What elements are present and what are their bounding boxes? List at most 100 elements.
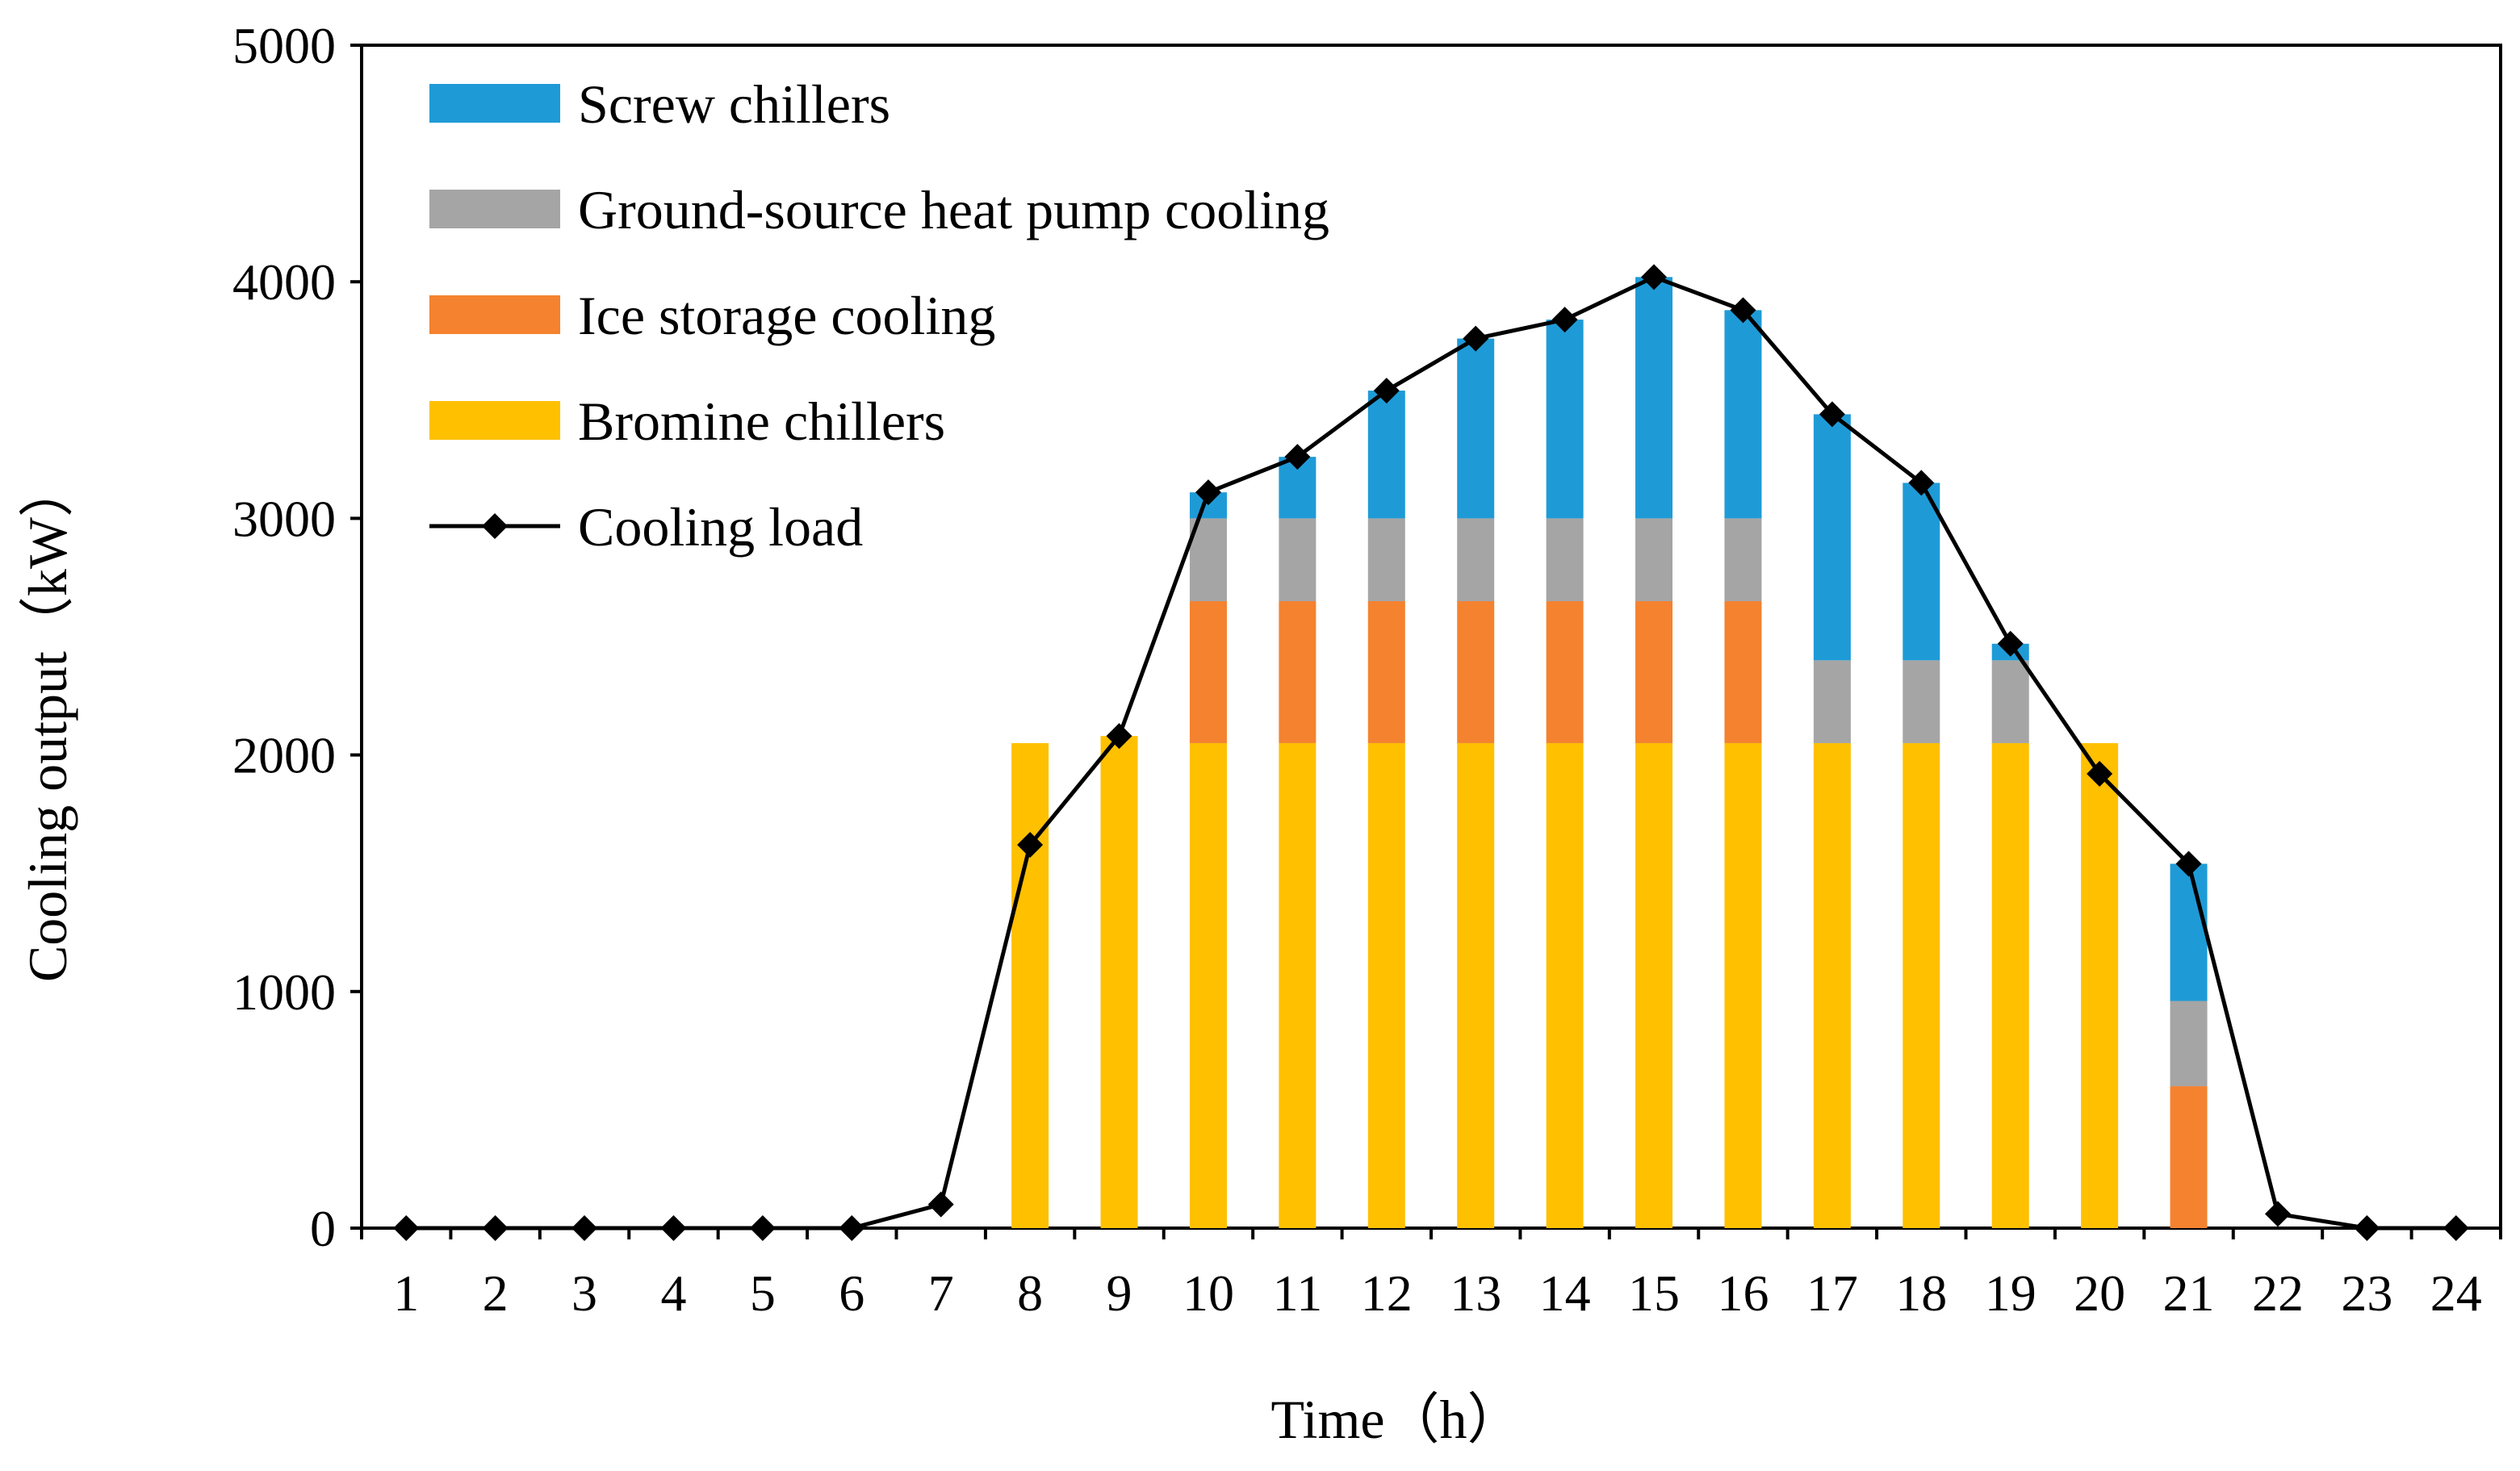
bar-segment-ice-storage-cooling-14 <box>1546 601 1584 743</box>
bar-layer <box>1011 277 2208 1228</box>
chart-legend: Screw chillers Ground-source heat pump co… <box>429 73 1329 558</box>
cooling-load-point-17 <box>1819 401 1845 428</box>
x-tick-label-8: 8 <box>1017 1264 1043 1322</box>
legend-label-cooling-load: Cooling load <box>578 496 863 558</box>
bar-segment-screw-chillers-17 <box>1813 414 1851 661</box>
bar-segment-bromine-chillers-16 <box>1724 742 1762 1228</box>
x-tick-label-10: 10 <box>1183 1264 1234 1322</box>
x-tick-label-20: 20 <box>2074 1264 2125 1322</box>
bar-segment-bromine-chillers-10 <box>1189 742 1227 1228</box>
x-tick-label-11: 11 <box>1273 1264 1323 1322</box>
cooling-load-point-20 <box>2087 761 2113 788</box>
cooling-load-point-16 <box>1730 297 1756 324</box>
cooling-load-point-15 <box>1641 264 1668 290</box>
x-tick-label-17: 17 <box>1806 1264 1858 1322</box>
cooling-load-line-layer <box>393 264 2469 1241</box>
bar-segment-bromine-chillers-17 <box>1813 742 1851 1228</box>
bar-segment-ice-storage-cooling-11 <box>1279 601 1317 743</box>
x-axis-title: Time（h） <box>1270 1389 1522 1450</box>
bar-segment-bromine-chillers-12 <box>1367 742 1405 1228</box>
bar-segment-ground-source-heat-pump-cooling-15 <box>1635 518 1673 602</box>
cooling-load-point-14 <box>1551 307 1578 333</box>
bar-segment-ground-source-heat-pump-cooling-14 <box>1546 518 1584 602</box>
x-tick-label-3: 3 <box>571 1264 597 1322</box>
cooling-load-point-2 <box>482 1215 509 1241</box>
cooling-load-point-18 <box>1908 470 1935 496</box>
cooling-load-point-13 <box>1463 325 1489 352</box>
bar-segment-ice-storage-cooling-10 <box>1189 601 1227 743</box>
x-tick-label-5: 5 <box>750 1264 776 1322</box>
bar-segment-screw-chillers-12 <box>1367 391 1405 519</box>
x-tick-label-14: 14 <box>1539 1264 1591 1322</box>
y-axis-ticks: 0 1000 2000 3000 4000 5000 <box>232 17 362 1257</box>
cooling-load-point-21 <box>2175 850 2202 877</box>
bar-segment-screw-chillers-21 <box>2170 863 2208 1001</box>
x-tick-label-7: 7 <box>928 1264 954 1322</box>
bar-segment-bromine-chillers-15 <box>1635 742 1673 1228</box>
legend-label-ice-storage-cooling: Ice storage cooling <box>578 285 995 346</box>
x-tick-label-6: 6 <box>839 1264 864 1322</box>
x-tick-label-19: 19 <box>1985 1264 2037 1322</box>
x-tick-label-21: 21 <box>2163 1264 2215 1322</box>
legend-label-bromine-chillers: Bromine chillers <box>578 391 945 452</box>
x-tick-label-24: 24 <box>2430 1264 2482 1322</box>
bar-segment-ground-source-heat-pump-cooling-19 <box>1991 660 2029 743</box>
legend-swatch-ground-source-heat-pump-cooling <box>429 190 560 228</box>
cooling-load-line <box>406 274 2456 1231</box>
cooling-load-point-6 <box>839 1215 865 1241</box>
x-tick-label-9: 9 <box>1107 1264 1132 1322</box>
bar-segment-screw-chillers-13 <box>1457 338 1495 519</box>
bar-segment-screw-chillers-16 <box>1724 310 1762 519</box>
cooling-load-point-10 <box>1195 479 1221 506</box>
bar-segment-bromine-chillers-20 <box>2081 742 2119 1228</box>
cooling-load-point-19 <box>1997 630 2024 657</box>
y-tick-label-3000: 3000 <box>232 490 336 547</box>
y-axis-title: Cooling output（kW） <box>17 462 78 982</box>
bar-segment-ice-storage-cooling-12 <box>1367 601 1405 743</box>
cooling-load-point-12 <box>1373 378 1400 404</box>
cooling-load-point-23 <box>2354 1215 2380 1241</box>
bar-segment-ground-source-heat-pump-cooling-11 <box>1279 518 1317 602</box>
y-tick-label-2000: 2000 <box>232 727 336 784</box>
bar-segment-ground-source-heat-pump-cooling-17 <box>1813 660 1851 743</box>
x-tick-label-2: 2 <box>483 1264 509 1322</box>
bar-segment-bromine-chillers-14 <box>1546 742 1584 1228</box>
legend-swatch-bromine-chillers <box>429 401 560 440</box>
cooling-load-point-11 <box>1284 444 1311 470</box>
legend-label-ground-source-heat-pump-cooling: Ground-source heat pump cooling <box>578 179 1329 240</box>
x-axis-ticks: 1 2 3 4 5 6 7 8 9 10 11 12 13 14 15 16 17 18 19 20 21 22 23 24 <box>360 1228 2502 1322</box>
bar-segment-ice-storage-cooling-21 <box>2170 1086 2208 1228</box>
bar-segment-screw-chillers-15 <box>1635 277 1673 519</box>
x-tick-label-12: 12 <box>1361 1264 1413 1322</box>
bar-segment-screw-chillers-14 <box>1546 320 1584 519</box>
cooling-load-point-5 <box>749 1215 776 1241</box>
bar-segment-ground-source-heat-pump-cooling-13 <box>1457 518 1495 602</box>
cooling-load-point-3 <box>571 1215 598 1241</box>
cooling-load-point-22 <box>2264 1201 2291 1227</box>
cooling-load-point-4 <box>660 1215 687 1241</box>
y-tick-label-1000: 1000 <box>232 963 336 1021</box>
x-tick-label-22: 22 <box>2252 1264 2304 1322</box>
cooling-load-point-24 <box>2443 1215 2469 1241</box>
bar-segment-bromine-chillers-9 <box>1100 736 1138 1228</box>
legend-marker-cooling-load <box>482 513 508 539</box>
x-tick-label-16: 16 <box>1717 1264 1769 1322</box>
bar-segment-ice-storage-cooling-15 <box>1635 601 1673 743</box>
legend-swatch-ice-storage-cooling <box>429 295 560 334</box>
legend-swatch-screw-chillers <box>429 84 560 123</box>
bar-segment-ground-source-heat-pump-cooling-16 <box>1724 518 1762 602</box>
bar-segment-bromine-chillers-18 <box>1903 742 1940 1228</box>
x-tick-label-13: 13 <box>1450 1264 1501 1322</box>
y-tick-label-4000: 4000 <box>232 253 336 311</box>
y-tick-label-0: 0 <box>310 1200 336 1257</box>
bar-segment-bromine-chillers-13 <box>1457 742 1495 1228</box>
x-tick-label-1: 1 <box>393 1264 419 1322</box>
bar-segment-bromine-chillers-19 <box>1991 742 2029 1228</box>
legend-label-screw-chillers: Screw chillers <box>578 73 890 135</box>
cooling-load-point-7 <box>927 1191 954 1218</box>
x-tick-label-15: 15 <box>1628 1264 1680 1322</box>
cooling-load-point-1 <box>393 1215 420 1241</box>
x-tick-label-18: 18 <box>1895 1264 1947 1322</box>
x-tick-label-4: 4 <box>660 1264 686 1322</box>
